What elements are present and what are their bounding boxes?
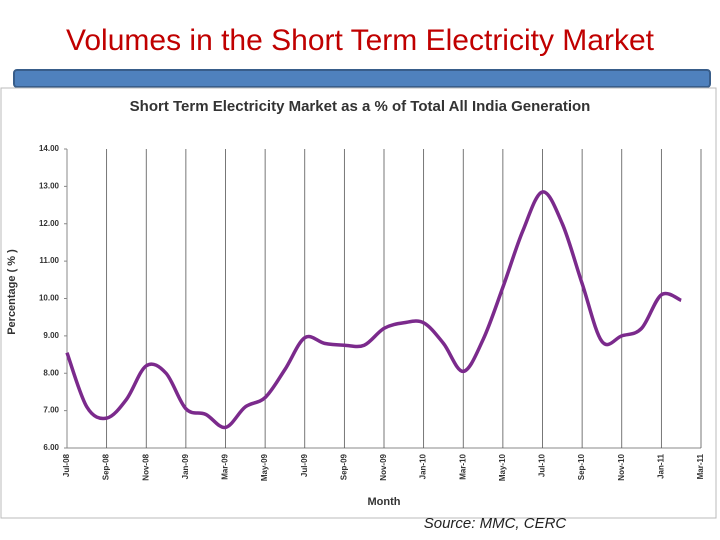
y-axis-label: Percentage ( % ) <box>6 249 18 335</box>
chart-frame <box>0 87 717 519</box>
y-tick-label: 13.00 <box>39 181 60 190</box>
x-tick-label: Nov-09 <box>379 453 388 480</box>
x-axis-label: Month <box>368 496 401 508</box>
chart-title: Short Term Electricity Market as a % of … <box>130 98 591 115</box>
slide-title: Volumes in the Short Term Electricity Ma… <box>66 24 655 57</box>
y-tick-label: 9.00 <box>43 331 59 340</box>
x-tick-label: Jan-10 <box>419 453 428 479</box>
x-tick-label: Sep-08 <box>102 453 111 480</box>
y-tick-label: 7.00 <box>43 406 59 415</box>
y-tick-label: 8.00 <box>43 368 59 377</box>
x-tick-label: Mar-10 <box>458 453 467 479</box>
x-tick-label: Jan-11 <box>656 453 665 478</box>
title-bar <box>13 69 711 88</box>
x-tick-label: Mar-11 <box>696 453 705 479</box>
data-line <box>65 190 682 430</box>
x-tick-label: Nov-08 <box>141 453 150 480</box>
y-tick-label: 12.00 <box>39 219 60 228</box>
x-tick-label: Sep-09 <box>339 453 348 480</box>
y-tick-label: 10.00 <box>39 294 60 303</box>
source-note: Source: MMC, CERC <box>424 515 567 532</box>
x-tick-label: Jul-08 <box>62 453 71 477</box>
x-tick-label: Nov-10 <box>617 453 626 480</box>
x-tick-label: Sep-10 <box>577 453 586 480</box>
y-tick-label: 6.00 <box>43 443 59 452</box>
x-tick-label: Jul-10 <box>538 453 547 477</box>
x-tick-label: May-09 <box>260 453 269 481</box>
x-tick-label: May-10 <box>498 453 507 481</box>
y-tick-label: 14.00 <box>39 144 60 153</box>
x-tick-label: Jan-09 <box>181 453 190 479</box>
x-tick-label: Jul-09 <box>300 453 309 477</box>
y-tick-label: 11.00 <box>39 256 59 265</box>
x-tick-label: Mar-09 <box>221 453 230 479</box>
